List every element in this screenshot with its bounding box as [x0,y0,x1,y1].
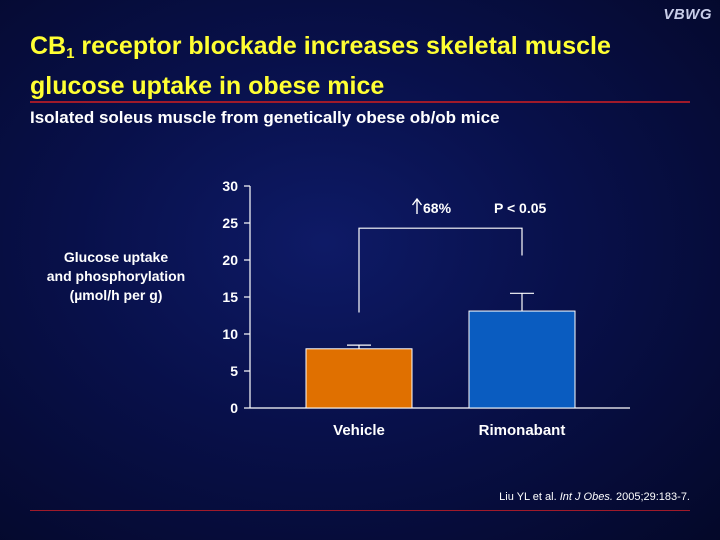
p-value-annotation: P < 0.05 [494,200,547,216]
vbwg-logo: VBWG [663,6,712,23]
title-divider [30,101,690,103]
title-prefix: CB [30,32,67,60]
title-line2: glucose uptake in obese mice [30,72,385,100]
title-subscript: 1 [66,45,75,62]
x-category-label: Rimonabant [479,422,566,439]
up-arrow-head-icon [411,197,423,206]
increase-annotation: 68% [423,200,452,216]
y-axis-label-line-1: Glucose uptake [63,249,169,265]
citation-authors: Liu YL et al. [499,491,560,503]
y-axis-label-line-3: (µmol/h per g) [69,287,163,303]
title-line1-rest: receptor blockade increases skeletal mus… [74,32,611,60]
footer-divider [30,510,690,511]
significance-bracket [358,227,523,313]
slide-title: CB1 receptor blockade increases skeletal… [30,30,700,102]
slide-subtitle: Isolated soleus muscle from genetically … [30,108,500,127]
citation: Liu YL et al. Int J Obes. 2005;29:183-7. [499,491,690,503]
citation-journal: Int J Obes. [559,491,613,503]
y-tick-label: 0 [230,400,238,416]
y-tick-label: 25 [222,215,238,231]
y-tick-label: 15 [222,289,238,305]
y-axis-label-line-2: and phosphorylation [46,268,186,284]
y-tick-label: 10 [222,326,238,342]
citation-details: 2005;29:183-7. [612,491,690,503]
y-tick-label: 20 [222,252,238,268]
y-axis-label: Glucose uptake and phosphorylation (µmol… [30,248,202,305]
bar-vehicle [305,348,413,409]
bar-rimonabant [468,310,576,409]
x-category-label: Vehicle [333,422,385,439]
y-tick-label: 5 [230,363,238,379]
y-tick-label: 30 [222,178,238,194]
